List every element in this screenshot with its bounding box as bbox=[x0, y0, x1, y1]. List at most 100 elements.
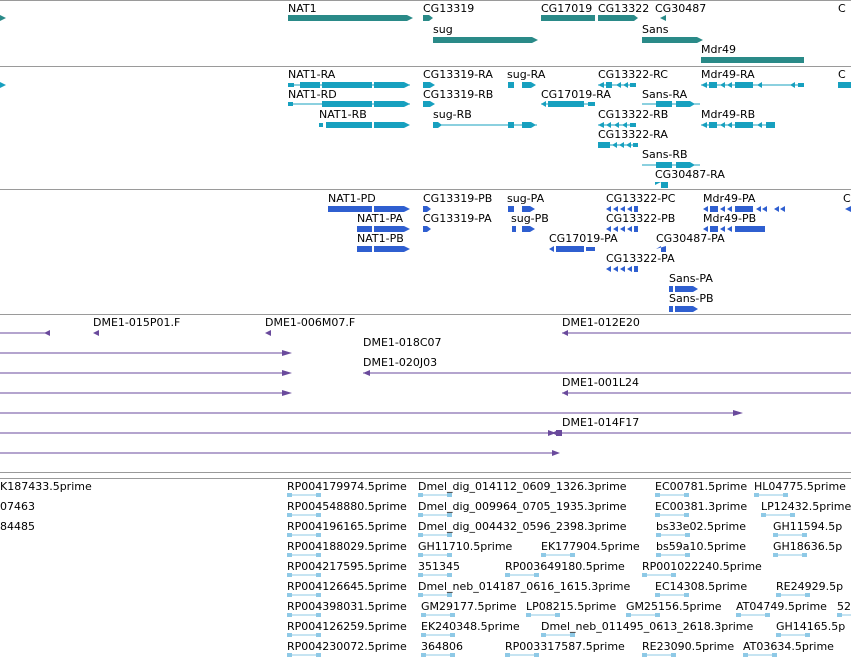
est-label[interactable]: Dmel_dig_009964_0705_1935.3prime bbox=[418, 500, 627, 513]
est-label[interactable]: LP12432.5prime bbox=[761, 500, 851, 513]
protein-label[interactable]: NAT1-PB bbox=[357, 232, 404, 245]
est-label[interactable]: RP001022240.5prime bbox=[642, 560, 762, 573]
transcript-label[interactable]: CG17019-RA bbox=[541, 88, 611, 101]
est-label[interactable]: EC00381.3prime bbox=[655, 500, 748, 513]
transcript-label[interactable]: CG30487-RA bbox=[655, 168, 725, 181]
protein-label[interactable]: CG13319-PA bbox=[423, 212, 492, 225]
est-label[interactable]: K187433.5prime bbox=[0, 480, 92, 493]
est-label[interactable]: GH11594.5p bbox=[773, 520, 843, 533]
gene-label[interactable]: CG13322 bbox=[598, 2, 650, 15]
est-label[interactable]: 351345 bbox=[418, 560, 460, 573]
protein-label[interactable]: sug-PB bbox=[511, 212, 549, 225]
gene-glyph[interactable] bbox=[541, 15, 595, 21]
protein-label[interactable]: Sans-PA bbox=[669, 272, 713, 285]
gene-glyph[interactable] bbox=[701, 57, 804, 63]
est-label[interactable]: EC14308.5prime bbox=[655, 580, 748, 593]
est-label[interactable]: RP004179974.5prime bbox=[287, 480, 407, 493]
est-label[interactable]: AT04749.5prime bbox=[736, 600, 827, 613]
est-label[interactable]: bs59a10.5prime bbox=[656, 540, 746, 553]
protein-label[interactable]: CG30487-PA bbox=[656, 232, 725, 245]
transcript-label[interactable]: Sans-RA bbox=[642, 88, 688, 101]
gene-glyph[interactable] bbox=[660, 15, 666, 21]
est-label[interactable]: RP004217595.5prime bbox=[287, 560, 407, 573]
est-label[interactable]: Dmel_dig_004432_0596_2398.3prime bbox=[418, 520, 627, 533]
transcript-label[interactable]: NAT1-RB bbox=[319, 108, 367, 121]
gene-label[interactable]: C bbox=[838, 2, 846, 15]
est-label[interactable]: EK240348.5prime bbox=[421, 620, 520, 633]
est-label[interactable]: RE23090.5prime bbox=[642, 640, 735, 653]
clone-label[interactable]: DME1-014F17 bbox=[562, 416, 640, 429]
transcript-label[interactable]: CG13322-RC bbox=[598, 68, 668, 81]
transcript-label[interactable]: Mdr49-RB bbox=[701, 108, 756, 121]
protein-label[interactable]: CG13319-PB bbox=[423, 192, 493, 205]
protein-label[interactable]: sug-PA bbox=[507, 192, 545, 205]
protein-label[interactable]: C bbox=[843, 192, 851, 205]
est-label[interactable]: 84485 bbox=[0, 520, 35, 533]
est-label[interactable]: RP004188029.5prime bbox=[287, 540, 407, 553]
clone-label[interactable]: DME1-020J03 bbox=[363, 356, 438, 369]
clone-label[interactable]: DME1-012E20 bbox=[562, 316, 640, 329]
protein-label[interactable]: CG13322-PC bbox=[606, 192, 676, 205]
transcript-label[interactable]: C bbox=[838, 68, 846, 81]
est-label[interactable]: GH18636.5p bbox=[773, 540, 843, 553]
est-label[interactable]: GH11710.5prime bbox=[418, 540, 513, 553]
protein-label[interactable]: NAT1-PD bbox=[328, 192, 376, 205]
est-label[interactable]: 07463 bbox=[0, 500, 35, 513]
gene-glyph[interactable] bbox=[0, 15, 6, 21]
est-label[interactable]: EC00781.5prime bbox=[655, 480, 748, 493]
protein-label[interactable]: CG13322-PB bbox=[606, 212, 676, 225]
protein-label[interactable]: Mdr49-PB bbox=[703, 212, 757, 225]
gene-label[interactable]: Sans bbox=[642, 23, 669, 36]
est-label[interactable]: Dmel_neb_014187_0616_1615.3prime bbox=[418, 580, 631, 593]
transcript-label[interactable]: CG13319-RB bbox=[423, 88, 494, 101]
gene-label[interactable]: CG13319 bbox=[423, 2, 475, 15]
est-label[interactable]: RP004126259.5prime bbox=[287, 620, 407, 633]
protein-label[interactable]: Sans-PB bbox=[669, 292, 714, 305]
gene-glyph[interactable] bbox=[423, 15, 433, 21]
transcript-label[interactable]: NAT1-RA bbox=[288, 68, 336, 81]
est-label[interactable]: GM25156.5prime bbox=[626, 600, 722, 613]
transcript-label[interactable]: CG13322-RB bbox=[598, 108, 669, 121]
est-label[interactable]: GH14165.5p bbox=[776, 620, 846, 633]
est-label[interactable]: LP08215.5prime bbox=[526, 600, 617, 613]
clone-label[interactable]: DME1-018C07 bbox=[363, 336, 442, 349]
transcript-label[interactable]: CG13319-RA bbox=[423, 68, 493, 81]
est-label[interactable]: 52 bbox=[837, 600, 851, 613]
gene-label[interactable]: NAT1 bbox=[288, 2, 317, 15]
est-label[interactable]: bs33e02.5prime bbox=[656, 520, 747, 533]
protein-label[interactable]: NAT1-PA bbox=[357, 212, 404, 225]
protein-label[interactable]: CG13322-PA bbox=[606, 252, 675, 265]
gene-label[interactable]: CG17019 bbox=[541, 2, 593, 15]
gene-glyph[interactable] bbox=[433, 37, 538, 43]
gene-glyph[interactable] bbox=[598, 15, 638, 21]
est-label[interactable]: RP004230072.5prime bbox=[287, 640, 407, 653]
est-label[interactable]: RP004548880.5prime bbox=[287, 500, 407, 513]
est-label[interactable]: Dmel_dig_014112_0609_1326.3prime bbox=[418, 480, 627, 493]
transcript-label[interactable]: sug-RB bbox=[433, 108, 472, 121]
clone-label[interactable]: DME1-015P01.F bbox=[93, 316, 181, 329]
clone-label[interactable]: DME1-001L24 bbox=[562, 376, 639, 389]
gene-label[interactable]: Mdr49 bbox=[701, 43, 736, 56]
est-label[interactable]: Dmel_neb_011495_0613_2618.3prime bbox=[541, 620, 754, 633]
transcript-label[interactable]: CG13322-RA bbox=[598, 128, 668, 141]
est-label[interactable]: RP004398031.5prime bbox=[287, 600, 407, 613]
est-label[interactable]: EK177904.5prime bbox=[541, 540, 640, 553]
est-label[interactable]: RP004126645.5prime bbox=[287, 580, 407, 593]
transcript-label[interactable]: NAT1-RD bbox=[288, 88, 337, 101]
est-label[interactable]: AT03634.5prime bbox=[743, 640, 834, 653]
est-label[interactable]: RE24929.5p bbox=[776, 580, 844, 593]
gene-label[interactable]: CG30487 bbox=[655, 2, 707, 15]
est-label[interactable]: RP004196165.5prime bbox=[287, 520, 407, 533]
gene-glyph[interactable] bbox=[288, 15, 413, 21]
gene-label[interactable]: sug bbox=[433, 23, 453, 36]
transcript-label[interactable]: sug-RA bbox=[507, 68, 546, 81]
protein-label[interactable]: CG17019-PA bbox=[549, 232, 618, 245]
protein-label[interactable]: Mdr49-PA bbox=[703, 192, 756, 205]
transcript-label[interactable]: Mdr49-RA bbox=[701, 68, 755, 81]
est-label[interactable]: RP003317587.5prime bbox=[505, 640, 625, 653]
transcript-label[interactable]: Sans-RB bbox=[642, 148, 688, 161]
est-label[interactable]: HL04775.5prime bbox=[754, 480, 846, 493]
est-label[interactable]: 364806 bbox=[421, 640, 463, 653]
est-label[interactable]: GM29177.5prime bbox=[421, 600, 517, 613]
est-label[interactable]: RP003649180.5prime bbox=[505, 560, 625, 573]
